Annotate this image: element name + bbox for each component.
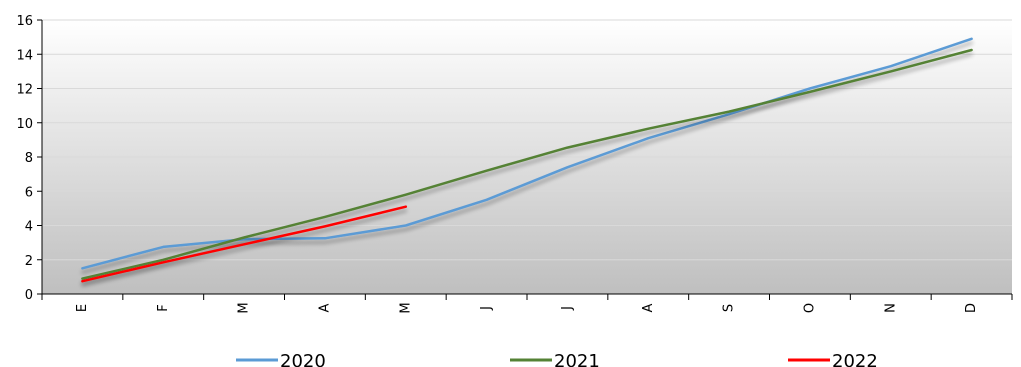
x-tick-label: N <box>883 303 898 313</box>
x-tick-label: A <box>317 303 332 312</box>
x-tick-label: M <box>237 302 252 313</box>
legend-label-2022: 2022 <box>832 351 878 367</box>
y-tick-label: 10 <box>16 117 33 132</box>
x-tick-label: E <box>75 304 90 312</box>
y-tick-label: 12 <box>16 83 33 98</box>
y-tick-label: 4 <box>25 220 33 235</box>
y-tick-labels: 0 2 4 6 8 10 12 14 16 <box>16 14 33 303</box>
x-tick-label: A <box>641 303 656 312</box>
axes <box>37 19 1013 300</box>
y-tick-label: 6 <box>25 185 33 200</box>
series-line-2022 <box>81 205 408 283</box>
series-line-2021 <box>81 48 973 280</box>
y-tick-label: 0 <box>25 288 33 303</box>
y-tick-label: 2 <box>25 254 33 269</box>
x-tick-label: F <box>156 304 171 311</box>
y-tick-label: 16 <box>16 14 33 29</box>
x-tick-label: J <box>560 306 575 311</box>
x-tick-label: J <box>479 306 494 311</box>
gridlines <box>42 19 1012 261</box>
x-tick-label: D <box>964 303 979 313</box>
legend-label-2021: 2021 <box>554 351 600 367</box>
x-tick-label: O <box>802 303 817 313</box>
y-tick-label: 8 <box>25 151 33 166</box>
legend: 2020 2021 2022 <box>236 351 878 367</box>
series-lines <box>81 37 973 283</box>
y-tick-label: 14 <box>16 48 33 63</box>
x-tick-label: S <box>722 304 737 312</box>
x-tick-label: M <box>398 302 413 313</box>
legend-label-2020: 2020 <box>280 351 326 367</box>
